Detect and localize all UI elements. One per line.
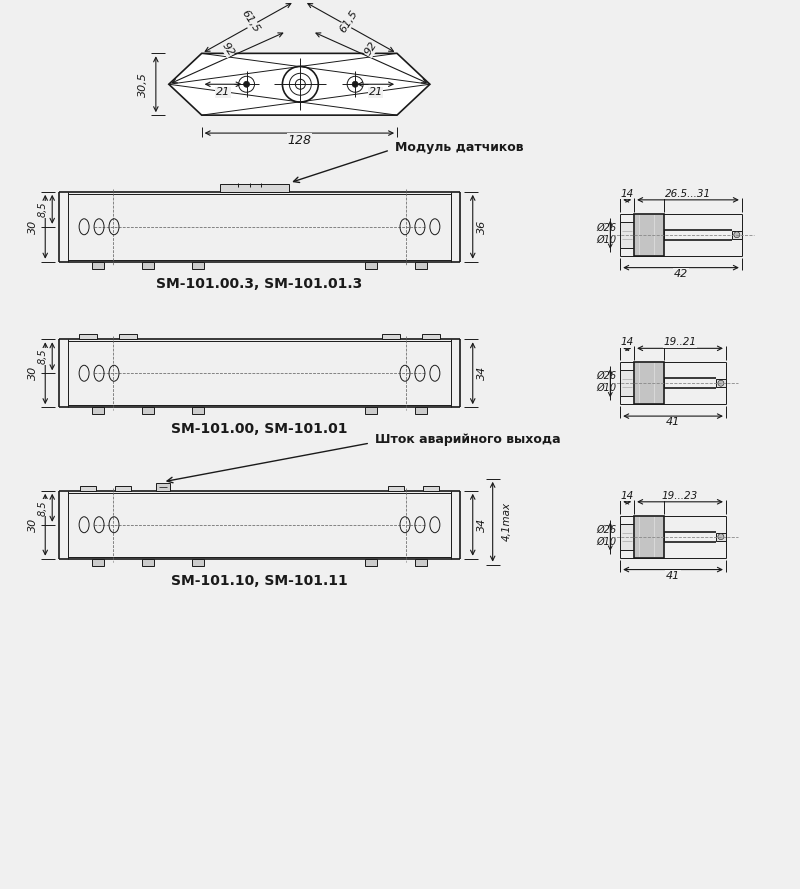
Bar bbox=[220, 184, 290, 192]
Bar bbox=[422, 334, 440, 340]
Text: Ø26: Ø26 bbox=[596, 525, 616, 534]
Bar bbox=[415, 558, 427, 565]
Text: SM-101.00.3, SM-101.01.3: SM-101.00.3, SM-101.01.3 bbox=[156, 276, 362, 291]
Bar bbox=[365, 407, 377, 414]
Bar bbox=[92, 558, 104, 565]
Bar bbox=[415, 261, 427, 268]
Bar bbox=[365, 558, 377, 565]
Bar bbox=[80, 486, 96, 491]
Text: 21: 21 bbox=[216, 87, 230, 97]
Bar bbox=[192, 558, 204, 565]
Bar bbox=[92, 261, 104, 268]
Bar bbox=[156, 483, 170, 491]
Text: 14: 14 bbox=[621, 188, 634, 199]
Circle shape bbox=[718, 533, 724, 540]
Text: 26.5...31: 26.5...31 bbox=[665, 188, 711, 199]
Bar bbox=[79, 334, 97, 340]
Text: 34: 34 bbox=[477, 517, 486, 532]
Text: 41: 41 bbox=[666, 417, 680, 427]
Circle shape bbox=[243, 81, 250, 87]
Bar bbox=[634, 516, 664, 557]
Text: 30: 30 bbox=[28, 220, 38, 234]
Bar bbox=[142, 407, 154, 414]
Text: 36: 36 bbox=[477, 220, 486, 234]
Bar bbox=[388, 486, 404, 491]
Text: 14: 14 bbox=[621, 491, 634, 501]
Text: 8,5: 8,5 bbox=[38, 348, 47, 364]
Text: 41: 41 bbox=[666, 571, 680, 581]
Bar bbox=[382, 334, 400, 340]
Text: 8,5: 8,5 bbox=[38, 500, 47, 516]
Text: 19...23: 19...23 bbox=[662, 491, 698, 501]
Text: 14: 14 bbox=[621, 337, 634, 348]
Bar bbox=[192, 407, 204, 414]
Text: 30,5: 30,5 bbox=[138, 72, 148, 97]
Bar bbox=[620, 221, 634, 248]
Polygon shape bbox=[169, 53, 430, 116]
Bar bbox=[119, 334, 137, 340]
Circle shape bbox=[718, 380, 724, 386]
Bar bbox=[92, 407, 104, 414]
Bar bbox=[365, 261, 377, 268]
Text: 8,5: 8,5 bbox=[38, 202, 47, 217]
Text: 30: 30 bbox=[28, 517, 38, 532]
Circle shape bbox=[352, 81, 358, 87]
Bar bbox=[716, 533, 726, 541]
Text: Ø10: Ø10 bbox=[596, 383, 616, 393]
Bar bbox=[732, 231, 742, 239]
Text: 61,5: 61,5 bbox=[239, 8, 261, 35]
Bar bbox=[115, 486, 131, 491]
Text: 128: 128 bbox=[287, 133, 311, 147]
Circle shape bbox=[734, 232, 740, 237]
Text: 92: 92 bbox=[363, 40, 379, 58]
Bar bbox=[423, 486, 439, 491]
Text: 30: 30 bbox=[28, 366, 38, 380]
Text: 4,1max: 4,1max bbox=[502, 502, 512, 541]
Bar bbox=[634, 213, 664, 256]
Bar bbox=[716, 380, 726, 388]
Text: Модуль датчиков: Модуль датчиков bbox=[395, 140, 523, 154]
Text: SM-101.00, SM-101.01: SM-101.00, SM-101.01 bbox=[171, 422, 348, 436]
Text: 21: 21 bbox=[369, 87, 382, 97]
Bar bbox=[634, 363, 664, 404]
Bar bbox=[620, 524, 634, 549]
Bar bbox=[142, 558, 154, 565]
Text: Ø26: Ø26 bbox=[596, 372, 616, 381]
Text: 42: 42 bbox=[674, 268, 688, 278]
Text: Ø10: Ø10 bbox=[596, 537, 616, 547]
Bar bbox=[415, 407, 427, 414]
Text: 19..21: 19..21 bbox=[663, 337, 697, 348]
Text: Ø10: Ø10 bbox=[596, 235, 616, 244]
Bar bbox=[142, 261, 154, 268]
Text: 34: 34 bbox=[477, 366, 486, 380]
Text: Ø26: Ø26 bbox=[596, 223, 616, 233]
Text: 92: 92 bbox=[219, 40, 236, 58]
Text: SM-101.10, SM-101.11: SM-101.10, SM-101.11 bbox=[171, 573, 348, 588]
Bar bbox=[192, 261, 204, 268]
Bar bbox=[620, 370, 634, 396]
Text: Шток аварийного выхода: Шток аварийного выхода bbox=[375, 433, 561, 445]
Text: 61,5: 61,5 bbox=[338, 8, 360, 35]
